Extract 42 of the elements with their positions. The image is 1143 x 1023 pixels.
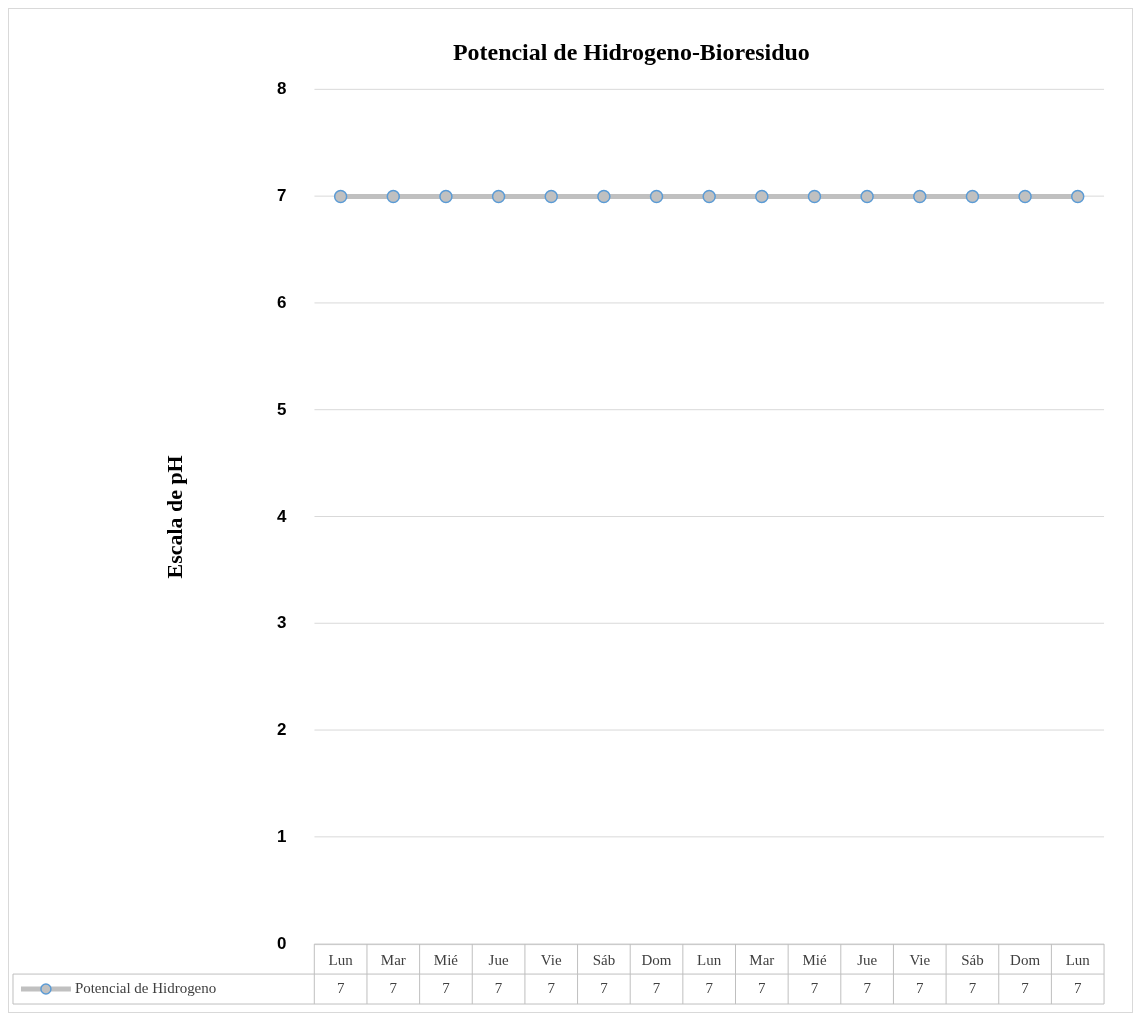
y-tick-label: 7 <box>276 186 287 206</box>
data-label: 7 <box>442 979 451 996</box>
x-tick-label: Mar <box>380 952 406 969</box>
data-label: 7 <box>968 979 977 996</box>
x-tick-label: Dom <box>641 952 672 969</box>
x-tick-label: Lun <box>697 952 722 969</box>
data-label: 7 <box>652 979 661 996</box>
data-label: 7 <box>705 979 714 996</box>
data-label: 7 <box>810 979 819 996</box>
x-tick-label: Mié <box>802 952 827 969</box>
x-tick-label: Sáb <box>961 952 984 969</box>
x-tick-label: Jue <box>488 952 509 969</box>
data-label: 7 <box>547 979 556 996</box>
data-label: 7 <box>600 979 609 996</box>
y-tick-label: 8 <box>276 79 287 99</box>
y-tick-label: 1 <box>276 827 287 846</box>
legend-label: Potencial de Hidrogeno <box>74 979 217 996</box>
chart-title: Potencial de Hidrogeno-Bioresiduo <box>452 38 810 65</box>
y-tick-label: 5 <box>276 399 287 419</box>
data-label: 7 <box>916 979 925 996</box>
data-label: 7 <box>863 979 872 996</box>
x-tick-label: Jue <box>857 952 878 969</box>
x-tick-label: Mar <box>749 952 775 969</box>
x-tick-label: Lun <box>1065 952 1091 969</box>
data-label: 7 <box>758 979 767 996</box>
x-tick-label: Mié <box>433 952 459 969</box>
x-tick-label: Sáb <box>592 952 616 969</box>
data-label: 7 <box>336 979 345 996</box>
x-tick-label: Lun <box>328 952 354 969</box>
x-tick-label: Dom <box>1010 952 1041 969</box>
y-tick-label: 4 <box>276 506 287 526</box>
data-label: 7 <box>389 979 398 996</box>
data-label: 7 <box>1021 979 1030 996</box>
y-tick-label: 2 <box>276 720 287 740</box>
y-tick-label: 0 <box>276 933 287 953</box>
data-label: 7 <box>494 979 503 996</box>
data-label: 7 <box>1073 979 1082 996</box>
x-tick-label: Vie <box>909 952 931 969</box>
y-tick-label: 3 <box>276 613 287 633</box>
x-tick-label: Vie <box>540 952 562 969</box>
y-axis-title: Escala de pH <box>161 455 187 579</box>
y-tick-label: 6 <box>276 292 287 312</box>
